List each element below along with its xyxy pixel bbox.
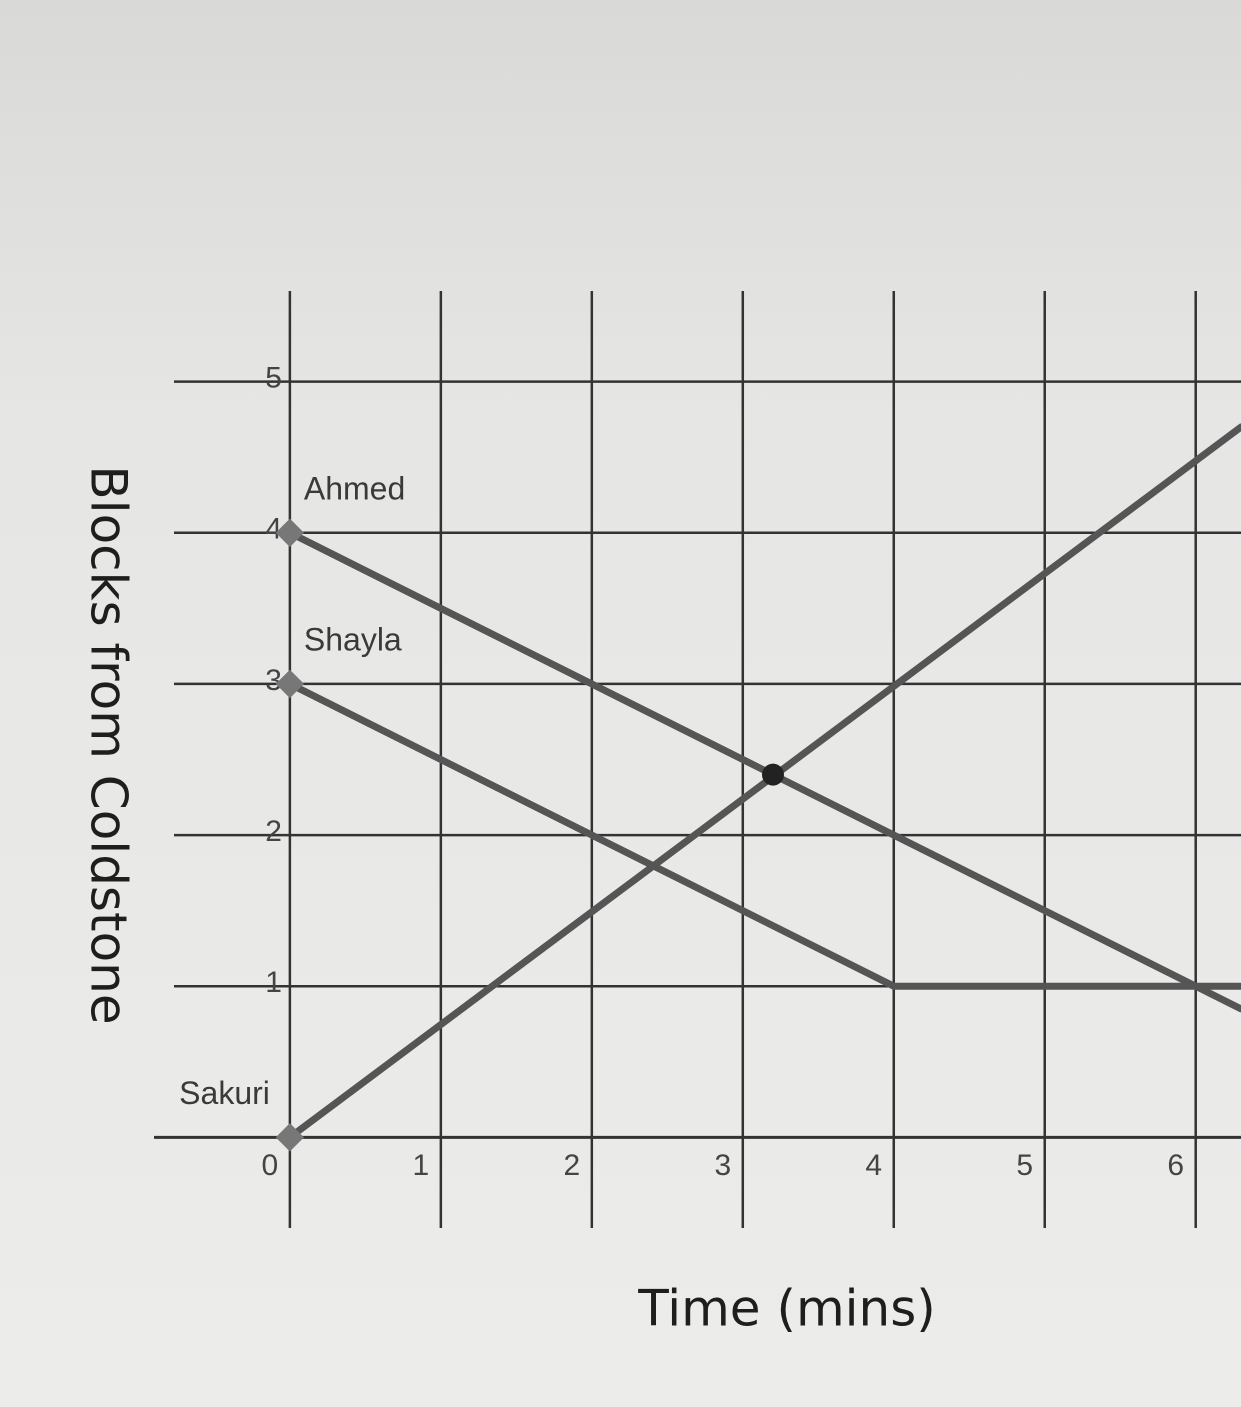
x-tick-label: 2 — [563, 1149, 580, 1182]
y-tick-label: 3 — [265, 664, 282, 697]
x-tick-label: 0 — [262, 1149, 279, 1182]
start-marker — [275, 1123, 305, 1152]
series-label: Ahmed — [304, 470, 405, 506]
start-marker — [275, 518, 305, 547]
y-tick-label: 5 — [265, 362, 282, 395]
series-line — [286, 680, 1241, 990]
x-tick-label: 3 — [714, 1149, 731, 1182]
y-tick-label: 1 — [265, 966, 282, 999]
y-axis-title: Blocks from Coldstone — [80, 465, 138, 1024]
intersection-point — [761, 763, 784, 786]
series-label: Shayla — [304, 621, 402, 657]
y-tick-label: 4 — [265, 513, 282, 546]
series-label: Sakuri — [179, 1075, 270, 1111]
x-tick-label: 5 — [1016, 1149, 1033, 1182]
start-marker — [275, 669, 305, 699]
x-tick-label: 4 — [865, 1149, 882, 1182]
x-tick-label: 6 — [1167, 1149, 1184, 1182]
y-tick-label: 2 — [265, 815, 282, 848]
x-tick-label: 1 — [413, 1149, 430, 1182]
x-axis-title: Time (mins) — [637, 1280, 936, 1338]
